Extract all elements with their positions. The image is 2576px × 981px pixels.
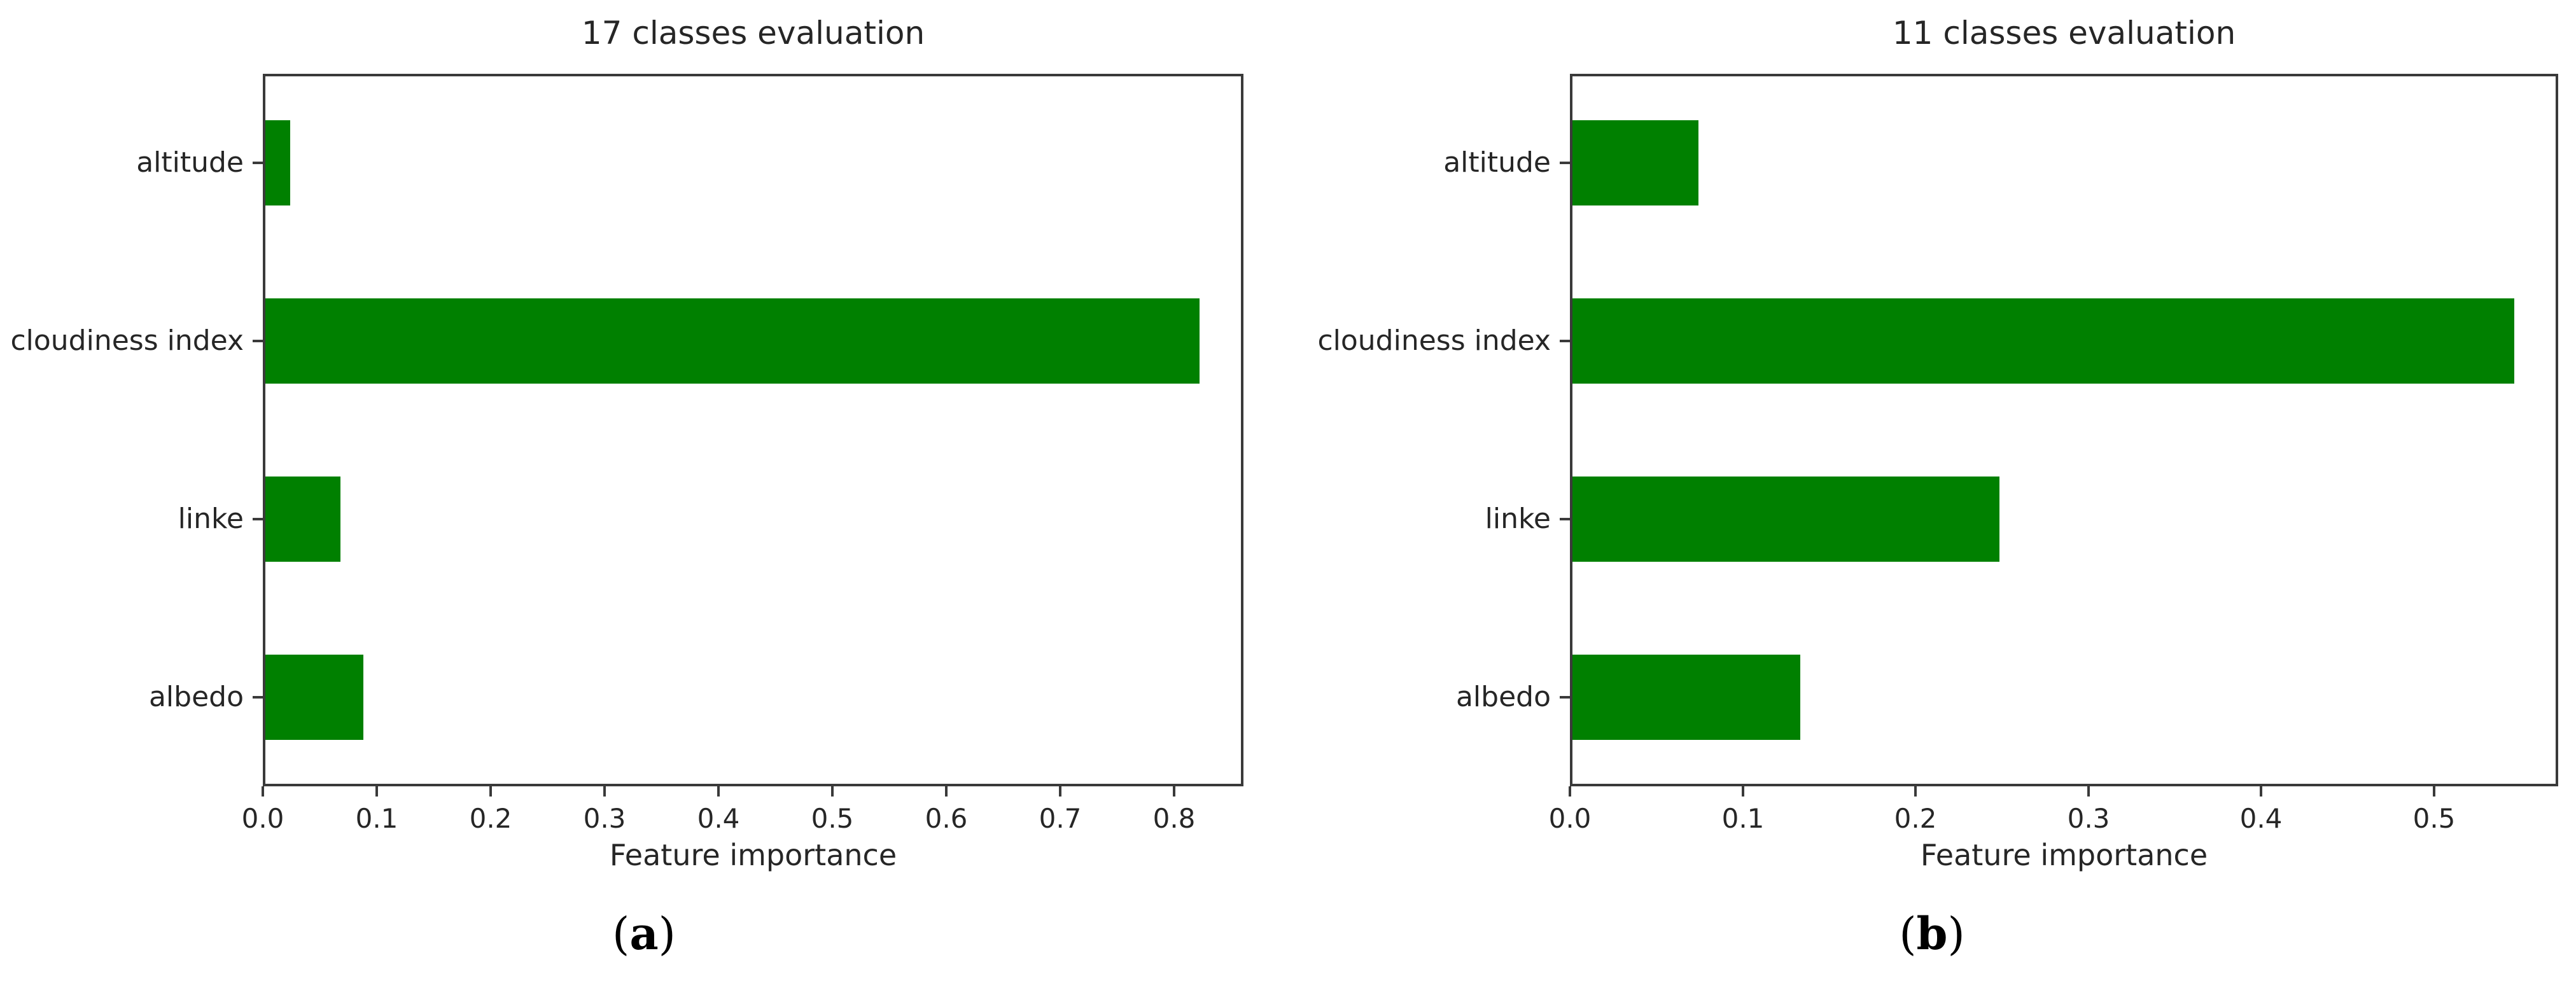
y-tick-mark: [1560, 162, 1570, 164]
x-tick-mark: [489, 786, 492, 797]
x-tick-label-0.0: 0.0: [1548, 803, 1592, 834]
x-tick-mark: [717, 786, 720, 797]
x-tick-mark: [1914, 786, 1917, 797]
x-tick-mark: [1742, 786, 1744, 797]
caption-a-letter: a: [629, 907, 659, 960]
x-tick-label-0.3: 0.3: [583, 803, 626, 834]
x-tick-label-0.4: 0.4: [2239, 803, 2283, 834]
y-label-altitude: altitude: [136, 146, 244, 179]
x-tick-mark: [1059, 786, 1061, 797]
x-tick-label-0.5: 0.5: [811, 803, 854, 834]
x-tick-mark: [375, 786, 378, 797]
caption-b-open-paren: (: [1899, 908, 1917, 960]
y-label-linke: linke: [1485, 503, 1551, 535]
bar-altitude: [1572, 120, 1698, 205]
x-tick-mark: [831, 786, 834, 797]
bar-cloudiness-index: [1572, 298, 2514, 384]
y-tick-mark: [1560, 696, 1570, 699]
y-label-altitude: altitude: [1443, 146, 1551, 179]
chart-b-xlabel: Feature importance: [1920, 838, 2208, 872]
chart-a-xlabel: Feature importance: [609, 838, 897, 872]
x-tick-label-0.4: 0.4: [697, 803, 740, 834]
caption-b: (b): [1899, 907, 1965, 960]
x-tick-label-0.3: 0.3: [2067, 803, 2110, 834]
y-tick-mark: [253, 340, 263, 342]
y-tick-mark: [253, 162, 263, 164]
x-tick-label-0.0: 0.0: [241, 803, 284, 834]
bar-linke: [265, 477, 340, 562]
x-tick-mark: [1173, 786, 1175, 797]
x-tick-label-0.5: 0.5: [2412, 803, 2456, 834]
x-tick-mark: [2433, 786, 2435, 797]
y-tick-mark: [1560, 340, 1570, 342]
bar-altitude: [265, 120, 290, 205]
x-tick-mark: [262, 786, 264, 797]
y-label-cloudiness-index: cloudiness index: [10, 324, 244, 357]
bar-albedo: [1572, 655, 1800, 740]
caption-b-letter: b: [1916, 907, 1948, 960]
y-label-albedo: albedo: [148, 681, 244, 713]
x-tick-label-0.2: 0.2: [1894, 803, 1937, 834]
y-tick-mark: [253, 696, 263, 699]
x-tick-label-0.1: 0.1: [355, 803, 398, 834]
y-tick-mark: [253, 518, 263, 520]
y-label-albedo: albedo: [1455, 681, 1551, 713]
x-tick-mark: [2087, 786, 2090, 797]
x-tick-mark: [1569, 786, 1571, 797]
x-tick-label-0.6: 0.6: [925, 803, 968, 834]
x-tick-label-0.7: 0.7: [1039, 803, 1082, 834]
chart-a-plot-area: [263, 74, 1243, 786]
caption-b-close-paren: ): [1947, 908, 1965, 960]
x-tick-label-0.8: 0.8: [1152, 803, 1196, 834]
caption-a: (a): [612, 907, 676, 960]
x-tick-mark: [603, 786, 606, 797]
bar-linke: [1572, 477, 1999, 562]
y-label-cloudiness-index: cloudiness index: [1317, 324, 1551, 357]
caption-a-open-paren: (: [612, 908, 630, 960]
x-tick-label-0.1: 0.1: [1721, 803, 1765, 834]
x-tick-mark: [2260, 786, 2262, 797]
x-tick-label-0.2: 0.2: [469, 803, 512, 834]
y-label-linke: linke: [178, 503, 244, 535]
caption-a-close-paren: ): [658, 908, 676, 960]
bar-cloudiness-index: [265, 298, 1200, 384]
chart-a-title: 17 classes evaluation: [581, 15, 925, 52]
y-tick-mark: [1560, 518, 1570, 520]
chart-b-title: 11 classes evaluation: [1892, 15, 2236, 52]
x-tick-mark: [945, 786, 948, 797]
bar-albedo: [265, 655, 363, 740]
